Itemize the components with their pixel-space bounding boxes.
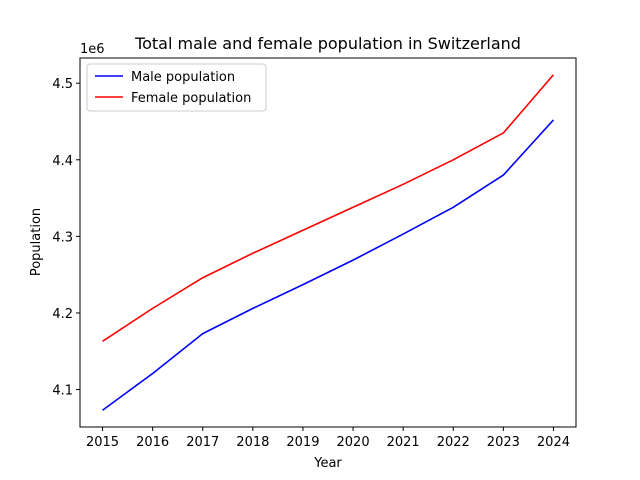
x-tick-label: 2024	[537, 435, 570, 450]
x-tick-label: 2015	[86, 435, 119, 450]
y-tick-label: 4.4	[52, 154, 73, 169]
legend: Male population Female population	[86, 63, 267, 112]
legend-box	[86, 63, 267, 112]
y-axis-offset-label: 1e6	[80, 42, 105, 57]
y-tick-label: 4.1	[52, 384, 73, 399]
x-tick-label: 2020	[337, 435, 370, 450]
plot-area-frame	[79, 57, 577, 428]
y-tick-label: 4.2	[52, 307, 73, 322]
y-tick-label: 4.3	[52, 230, 73, 245]
x-axis-ticks: 2015 2016 2017 2018 2019 2020 2021 2022 2023 2024	[86, 427, 570, 450]
x-tick-label: 2016	[136, 435, 169, 450]
legend-entry-label: Male population	[131, 70, 235, 85]
x-tick-label: 2021	[387, 435, 420, 450]
y-tick-label: 4.5	[52, 77, 73, 92]
legend-entry-label: Female population	[131, 91, 251, 106]
x-tick-label: 2022	[437, 435, 470, 450]
chart-title: Total male and female population in Swit…	[134, 34, 521, 53]
x-tick-label: 2023	[487, 435, 520, 450]
x-tick-label: 2018	[236, 435, 269, 450]
y-axis-label: Population	[29, 208, 44, 276]
x-tick-label: 2019	[286, 435, 319, 450]
x-axis-label: Year	[313, 456, 342, 471]
series-line-male	[102, 119, 555, 411]
series-line-female	[102, 74, 555, 342]
series-lines	[102, 74, 555, 411]
x-tick-label: 2017	[186, 435, 219, 450]
y-axis-ticks: 4.1 4.2 4.3 4.4 4.5	[52, 77, 80, 399]
